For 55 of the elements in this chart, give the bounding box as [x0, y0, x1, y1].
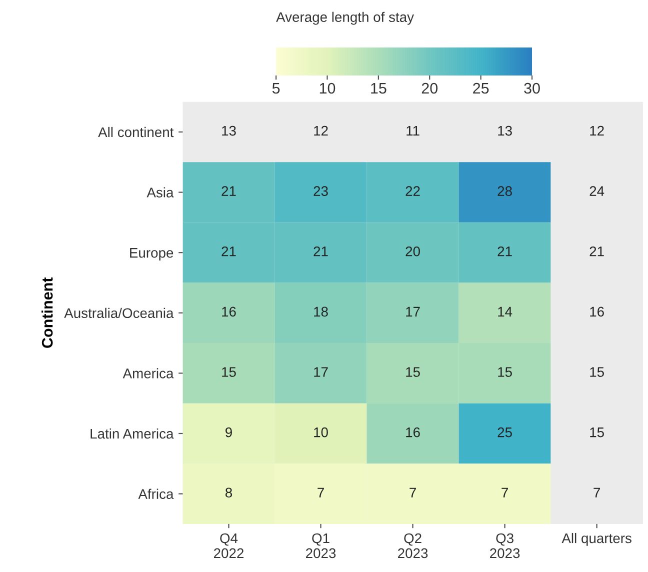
data-label: 21	[222, 246, 236, 256]
x-tick-label: Q4 2022	[214, 533, 244, 558]
color-bar-label: 20	[422, 82, 438, 94]
text: 12	[314, 126, 328, 136]
data-label: 21	[222, 186, 236, 196]
text: 16	[590, 306, 604, 317]
data-label: 16	[222, 306, 236, 317]
data-label: 15	[222, 367, 236, 377]
y-tick-label: Latin America	[90, 428, 174, 439]
data-label: 15	[498, 367, 512, 377]
x-tick-label: All quarters	[562, 532, 632, 546]
data-label: 8	[225, 488, 232, 498]
text: 11	[406, 126, 420, 136]
data-label: 22	[406, 186, 420, 196]
x-tick-label: Q3 2023	[490, 533, 520, 558]
data-label: 17	[314, 367, 328, 377]
y-tick-label: Australia/Oceania	[64, 308, 174, 318]
data-label: 10	[314, 427, 328, 438]
y-tick-label: All continent	[98, 126, 174, 138]
data-label: 21	[314, 246, 328, 256]
color-bar-label: 5	[272, 83, 280, 94]
data-label: 25	[498, 427, 512, 438]
text: 15	[590, 367, 604, 377]
y-tick-label: Africa	[138, 488, 174, 499]
data-label: 7	[502, 488, 508, 498]
data-label: 18	[314, 306, 328, 317]
text: 21	[590, 246, 604, 256]
data-label: 17	[406, 306, 420, 316]
x-tick-label: Q1 2023	[306, 533, 336, 558]
text: 15	[590, 428, 604, 438]
text: 7	[594, 488, 600, 498]
data-label: 23	[314, 186, 328, 196]
color-bar-label: 30	[524, 82, 540, 94]
color-bar-label: 15	[371, 83, 386, 94]
y-tick-label: Asia	[146, 187, 174, 198]
data-label: 28	[498, 186, 512, 196]
data-label: 21	[498, 246, 512, 256]
text: 24	[590, 186, 604, 196]
x-tick-label: Q2 2023	[398, 533, 428, 558]
data-label: 14	[498, 306, 512, 316]
text: 13	[222, 126, 236, 136]
data-label: 20	[406, 246, 420, 256]
data-label: 16	[406, 427, 420, 438]
y-tick-label: Europe	[130, 248, 174, 260]
color-bar-label: 10	[320, 82, 336, 94]
y-tick-label: America	[122, 368, 174, 378]
data-label: 15	[406, 367, 420, 377]
data-label: 7	[410, 488, 416, 498]
text: 13	[498, 126, 512, 136]
y-axis-title: Continent	[42, 277, 53, 348]
data-label: 9	[226, 427, 232, 438]
color-bar-label: 25	[473, 82, 489, 94]
data-label: 7	[318, 488, 324, 498]
color-bar-title: Average length of stay	[276, 12, 414, 25]
text: 12	[590, 126, 604, 136]
